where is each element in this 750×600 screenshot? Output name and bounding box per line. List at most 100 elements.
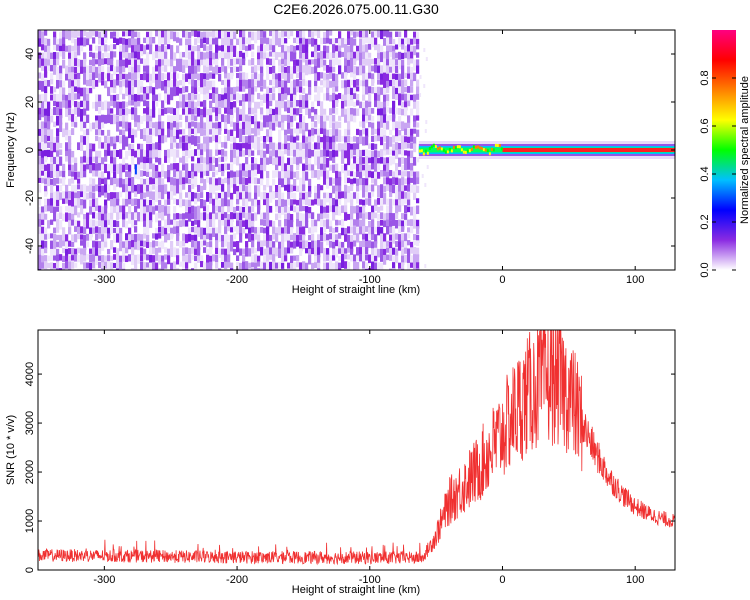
spectrogram-cell — [248, 128, 252, 137]
spectrogram-cell — [386, 115, 390, 124]
spectrogram-cell — [359, 171, 363, 180]
spectrogram-cell — [161, 192, 165, 200]
spectrogram-cell — [119, 233, 123, 242]
spectrogram-cell — [98, 219, 102, 227]
spectrogram-cell — [209, 121, 213, 130]
snr-series-line — [38, 330, 675, 566]
spectrogram-cell — [86, 31, 90, 41]
spectrogram-cell — [83, 170, 87, 178]
spectrogram-cell — [341, 94, 345, 101]
spectrogram-cell — [233, 31, 237, 40]
signal-core — [464, 150, 467, 154]
spectrogram-cell — [335, 178, 339, 188]
spectrogram-cell — [317, 191, 321, 201]
spectrogram-cell — [395, 121, 399, 129]
spectrogram-cell — [320, 51, 324, 60]
spectrogram-cell — [290, 142, 294, 150]
spectrogram-cell — [299, 80, 303, 88]
spectrogram-cell — [281, 80, 285, 89]
spectrogram-cell — [320, 199, 324, 209]
spectrogram-cell — [239, 192, 243, 200]
spectrogram-cell — [314, 219, 318, 227]
spectrogram-cell — [296, 206, 300, 215]
spectrogram-cell — [395, 213, 399, 220]
spectrogram-cell — [323, 247, 327, 258]
spectrogram-cell — [242, 93, 246, 103]
spectrogram-cell — [296, 86, 300, 93]
spectrogram-cell — [164, 156, 168, 163]
spectrogram-cell — [278, 107, 282, 116]
spectrogram-cell — [359, 45, 363, 54]
spectrogram-cell — [89, 143, 93, 153]
colorbar-tick-label: 0.2 — [699, 214, 711, 229]
spectrogram-cell — [116, 149, 120, 157]
spectrogram-cell — [137, 268, 141, 270]
spectrogram-cell — [308, 185, 312, 194]
spectrogram-cell — [83, 66, 87, 76]
spectrogram-cell — [116, 233, 120, 243]
spectrogram-cell — [218, 73, 222, 82]
spectrogram-cell — [95, 170, 99, 177]
spectrogram-cell — [203, 234, 207, 241]
spectrogram-cell — [137, 122, 141, 131]
spectrogram-cell — [371, 143, 375, 150]
spectrogram-cell — [278, 149, 282, 159]
spectrogram-cell — [281, 240, 285, 249]
spectrogram-cell — [206, 192, 210, 202]
spectrogram-cell — [227, 254, 231, 264]
spectrogram-cell — [188, 233, 192, 242]
spectrogram-cell — [326, 170, 330, 181]
spectrogram-cell — [110, 58, 114, 68]
spectrogram-cell — [209, 93, 213, 100]
spectrogram-cell — [122, 101, 126, 109]
spectrogram-cell — [221, 206, 225, 215]
spectrogram-cell — [266, 93, 270, 103]
spectrogram-cell — [254, 254, 258, 264]
spectrogram-cell — [410, 128, 414, 136]
spectrogram-cell — [176, 108, 180, 115]
spectrogram-cell — [224, 150, 228, 159]
spectrogram-cell — [383, 72, 387, 82]
spectrogram-cell — [131, 177, 135, 186]
spectrogram-cell — [212, 227, 216, 238]
spectrogram-cell — [137, 94, 141, 103]
spectrogram-cell — [314, 66, 318, 74]
spectrogram-cell — [266, 219, 270, 230]
spectrogram-cell — [122, 44, 126, 54]
spectrogram-cell — [227, 135, 231, 141]
spectrogram-cell — [98, 66, 102, 74]
spectrogram-cell — [38, 150, 42, 156]
spectrogram-cell — [44, 247, 48, 254]
spectrogram-cell — [236, 122, 240, 132]
spectrogram-cell — [254, 79, 258, 86]
spectrogram-cell — [401, 213, 405, 220]
spectrogram-cell — [407, 128, 411, 137]
spectrogram-cell — [413, 45, 417, 56]
spectrogram-cell — [98, 192, 102, 198]
spectrogram-cell — [164, 171, 168, 179]
spectrogram-cell — [245, 128, 249, 135]
spectrogram-cell — [158, 177, 162, 186]
spectrogram-cell — [122, 262, 126, 270]
spectrogram-cell — [395, 219, 399, 229]
spectrogram-cell — [95, 156, 99, 166]
y-tick-label: 40 — [24, 48, 36, 60]
spectrogram-cell — [423, 84, 426, 88]
spectrogram-cell — [152, 171, 156, 182]
spectrogram-cell — [92, 156, 96, 162]
spectrogram-cell — [191, 93, 195, 102]
spectrogram-cell — [254, 107, 258, 114]
spectrogram-cell — [65, 129, 69, 137]
spectrogram-cell — [74, 86, 78, 92]
spectrogram-cell — [143, 37, 147, 43]
spectrogram-cell — [68, 199, 72, 208]
spectrogram-cell — [203, 240, 207, 246]
spectrogram-cell — [233, 107, 237, 113]
spectrogram-cell — [197, 107, 201, 117]
spectrogram-cell — [206, 170, 210, 177]
spectrogram-cell — [287, 240, 291, 250]
spectrogram-cell — [146, 59, 150, 67]
spectrogram-cell — [107, 212, 111, 223]
spectrogram-cell — [215, 212, 219, 220]
spectrogram-cell — [185, 107, 189, 116]
